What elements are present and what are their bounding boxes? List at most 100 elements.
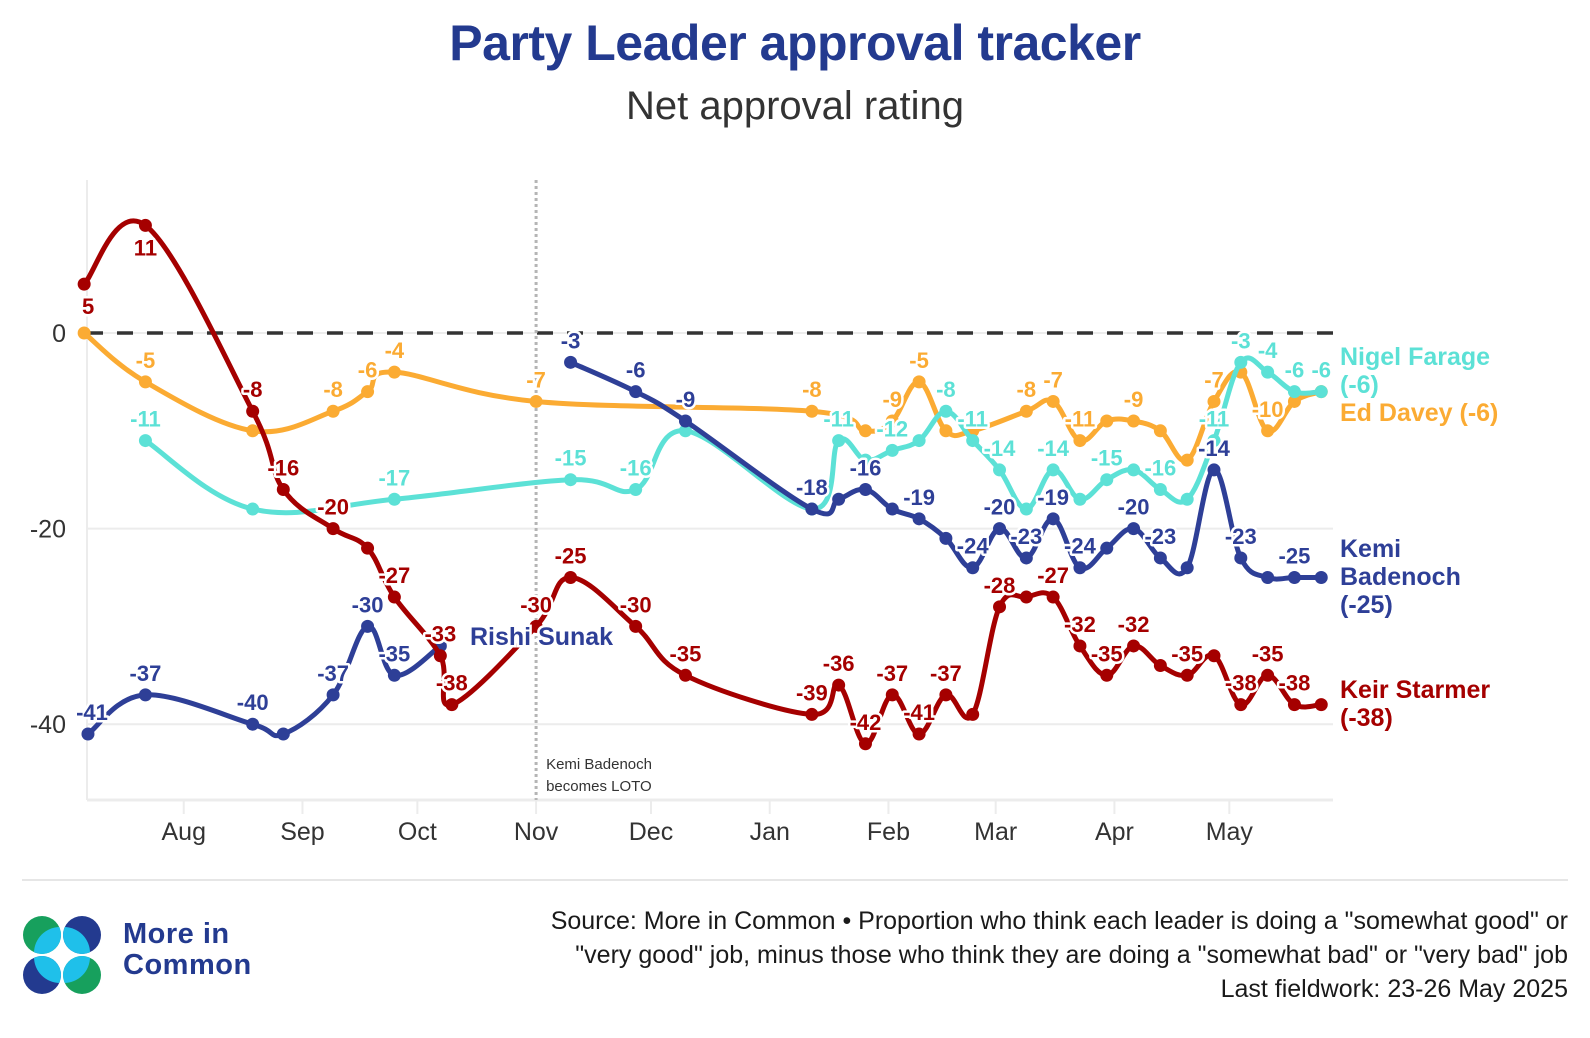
keir-starmer-data-label: 5 — [82, 294, 94, 319]
keir-starmer-point — [993, 600, 1007, 614]
rishi-sunak-data-label: -37 — [317, 661, 349, 686]
loto-annotation-text: Kemi Badenoch — [546, 756, 652, 773]
kemi-badenoch-point — [1046, 512, 1060, 526]
keir-starmer-data-label: -38 — [1225, 671, 1257, 696]
kemi-badenoch-point — [966, 561, 980, 575]
kemi-badenoch-point — [1127, 522, 1141, 536]
rishi-sunak-series-label: Rishi Sunak — [470, 623, 613, 651]
ed-davey-point — [939, 424, 953, 438]
kemi-badenoch-point — [1180, 561, 1194, 575]
keir-starmer-point — [246, 404, 260, 418]
ed-davey-point — [885, 414, 899, 428]
keir-starmer-point — [1207, 649, 1221, 663]
ed-davey-point — [1180, 453, 1194, 467]
nigel-farage-point — [1073, 492, 1087, 506]
nigel-farage-point — [678, 424, 692, 438]
kemi-badenoch-data-label: -23 — [1225, 524, 1257, 549]
keir-starmer-data-label: -25 — [555, 544, 587, 569]
nigel-farage-end-label: (-6) — [1340, 371, 1379, 399]
ed-davey-data-label: -7 — [1043, 367, 1063, 392]
ed-davey-point — [1073, 434, 1087, 448]
kemi-badenoch-data-label: -23 — [1144, 524, 1176, 549]
ed-davey-point — [246, 424, 260, 438]
nigel-farage-point — [966, 434, 980, 448]
keir-starmer-point — [1127, 639, 1141, 653]
keir-starmer-point — [1261, 668, 1275, 682]
nigel-farage-point — [564, 473, 578, 487]
nigel-farage-data-label: -15 — [555, 446, 587, 471]
ed-davey-data-label: -8 — [323, 377, 343, 402]
keir-starmer-point — [138, 218, 152, 232]
keir-starmer-point — [361, 541, 375, 555]
nigel-farage-data-label: -12 — [876, 416, 908, 441]
grid-layer: 0 -20 -40 Aug Sep Oct Nov Dec Jan Feb Mar Apr May Kem… — [30, 180, 1333, 846]
keir-starmer-end-label: Keir Starmer — [1340, 676, 1490, 704]
more-in-common-logo-icon — [23, 916, 101, 994]
ed-davey-data-label: -11 — [1065, 407, 1096, 432]
nigel-farage-point — [1180, 492, 1194, 506]
keir-starmer-point — [858, 737, 872, 751]
kemi-badenoch-point — [1073, 561, 1087, 575]
keir-starmer-data-label: -39 — [796, 680, 828, 705]
ed-davey-end-label: Ed Davey (-6) — [1340, 399, 1498, 427]
keir-starmer-point — [885, 688, 899, 702]
ed-davey-data-label: -9 — [1124, 387, 1144, 412]
kemi-badenoch-point — [1019, 551, 1033, 565]
ed-davey-data-label: -10 — [1252, 397, 1284, 422]
kemi-badenoch-point — [564, 355, 578, 369]
keir-starmer-point — [433, 649, 447, 663]
ed-davey-point — [138, 375, 152, 389]
keir-starmer-point — [1100, 668, 1114, 682]
logo-text-line2: Common — [123, 949, 252, 981]
nigel-farage-data-label: -6 — [1311, 358, 1331, 383]
kemi-badenoch-data-label: -24 — [1064, 534, 1097, 559]
kemi-badenoch-data-label: -9 — [676, 387, 696, 412]
ed-davey-point — [1127, 414, 1141, 428]
nigel-farage-point — [993, 463, 1007, 477]
y-tick-label: 0 — [52, 320, 66, 348]
nigel-farage-point — [1234, 355, 1248, 369]
ed-davey-point — [77, 326, 91, 340]
keir-starmer-data-label: -42 — [850, 710, 882, 735]
rishi-sunak-point — [387, 668, 401, 682]
nigel-farage-data-label: -16 — [620, 455, 652, 480]
x-tick-label: Sep — [280, 818, 324, 846]
kemi-badenoch-data-label: -16 — [850, 455, 882, 480]
kemi-badenoch-data-label: -6 — [626, 358, 646, 383]
nigel-farage-point — [1287, 385, 1301, 399]
chart-subtitle: Net approval rating — [626, 84, 964, 128]
kemi-badenoch-point — [912, 512, 926, 526]
kemi-badenoch-data-label: -25 — [1279, 544, 1311, 569]
keir-starmer-point — [326, 522, 340, 536]
keir-starmer-point — [832, 678, 846, 692]
nigel-farage-point — [1261, 365, 1275, 379]
nigel-farage-data-label: -16 — [1144, 455, 1176, 480]
keir-starmer-data-label: -35 — [1252, 641, 1284, 666]
rishi-sunak-point — [361, 619, 375, 633]
ed-davey-data-label: -8 — [802, 377, 822, 402]
nigel-farage-point — [832, 434, 846, 448]
keir-starmer-data-label: -33 — [424, 622, 456, 647]
ed-davey-point — [1287, 394, 1301, 408]
keir-starmer-data-label: -16 — [267, 455, 299, 480]
keir-starmer-line — [81, 218, 1324, 747]
kemi-badenoch-end-label: (-25) — [1340, 591, 1393, 619]
nigel-farage-line — [142, 355, 1324, 516]
last-fieldwork: Last fieldwork: 23-26 May 2025 — [1220, 975, 1568, 1003]
nigel-farage-data-label: -11 — [823, 407, 854, 432]
rishi-sunak-line — [85, 623, 443, 739]
kemi-badenoch-point — [1287, 571, 1301, 584]
keir-starmer-point — [1019, 590, 1033, 604]
chart-title: Party Leader approval tracker — [449, 15, 1141, 71]
nigel-farage-data-label: -15 — [1091, 446, 1123, 471]
keir-starmer-point — [966, 707, 980, 721]
kemi-badenoch-point — [885, 502, 899, 516]
keir-starmer-point — [1314, 698, 1328, 712]
kemi-badenoch-point — [858, 482, 872, 496]
kemi-badenoch-point — [1153, 551, 1167, 565]
ed-davey-point — [858, 424, 872, 438]
keir-starmer-data-label: -38 — [436, 671, 468, 696]
nigel-farage-point — [912, 434, 926, 448]
keir-starmer-data-label: -30 — [520, 592, 552, 617]
nigel-farage-data-label: -14 — [1037, 436, 1070, 461]
